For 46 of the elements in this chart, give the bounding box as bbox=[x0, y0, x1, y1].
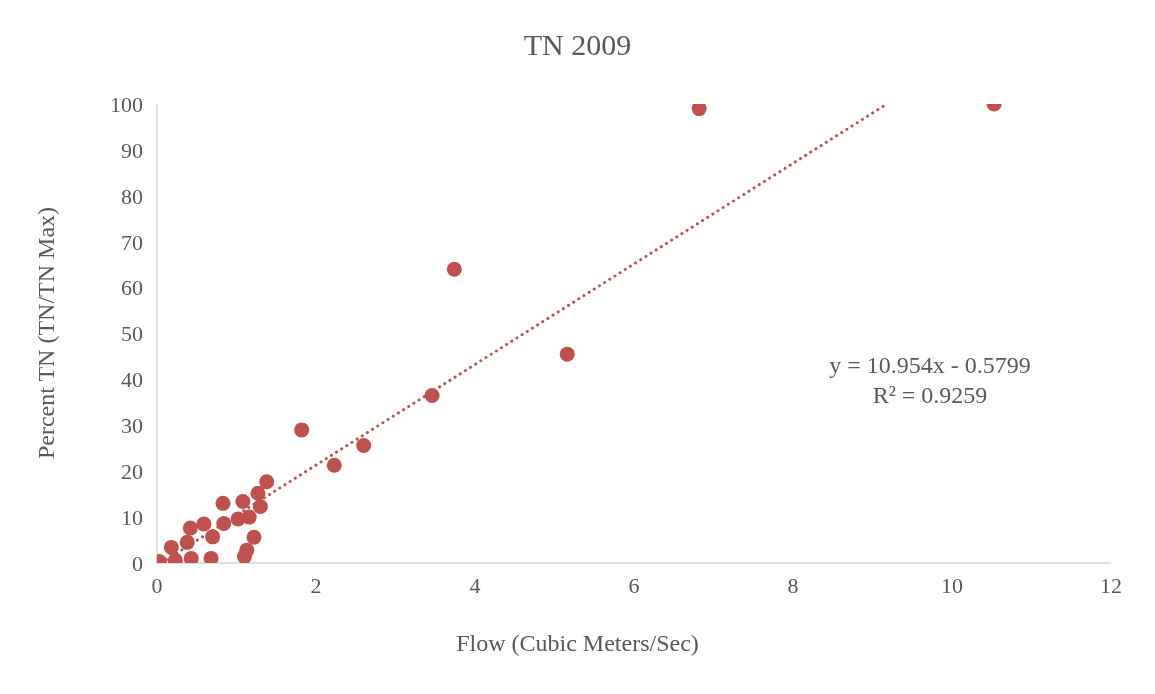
point bbox=[236, 549, 252, 563]
point bbox=[246, 529, 262, 545]
point bbox=[230, 511, 246, 527]
x-axis-title: Flow (Cubic Meters/Sec) bbox=[455, 630, 700, 657]
x-tick-label: 4 bbox=[469, 572, 481, 598]
x-tick-label: 10 bbox=[941, 572, 963, 598]
y-tick-label: 90 bbox=[121, 137, 143, 163]
point bbox=[179, 534, 195, 550]
y-tick-label: 50 bbox=[121, 321, 143, 347]
point bbox=[250, 485, 266, 501]
point bbox=[205, 529, 221, 545]
x-tick-label: 2 bbox=[310, 572, 322, 598]
y-tick-label: 0 bbox=[132, 550, 143, 576]
point bbox=[326, 457, 342, 473]
point bbox=[559, 346, 575, 362]
point bbox=[252, 499, 268, 515]
annotation: y = 10.954x - 0.5799 bbox=[828, 351, 1032, 380]
annotation: R² = 0.9259 bbox=[871, 381, 989, 410]
point bbox=[216, 516, 232, 532]
point bbox=[235, 493, 251, 509]
y-tick-label: 80 bbox=[121, 183, 143, 209]
point bbox=[196, 516, 212, 532]
x-tick-label: 12 bbox=[1100, 572, 1122, 598]
point bbox=[259, 474, 275, 490]
x-tick-label: 8 bbox=[787, 572, 799, 598]
y-tick-label: 100 bbox=[110, 91, 143, 117]
point bbox=[203, 550, 219, 563]
y-tick-label: 60 bbox=[121, 275, 143, 301]
chart-title: TN 2009 bbox=[522, 28, 633, 62]
point bbox=[163, 539, 179, 555]
point bbox=[424, 387, 440, 403]
point bbox=[215, 495, 231, 511]
point bbox=[356, 438, 372, 453]
y-tick-label: 40 bbox=[121, 367, 143, 393]
y-tick-label: 30 bbox=[121, 413, 143, 439]
point bbox=[294, 422, 310, 438]
x-tick-label: 0 bbox=[151, 572, 163, 598]
x-tick-label: 6 bbox=[628, 572, 640, 598]
y-tick-label: 70 bbox=[121, 229, 143, 255]
point bbox=[446, 261, 462, 277]
point bbox=[182, 520, 198, 536]
y-axis-title: Percent TN (TN/TN Max) bbox=[32, 206, 60, 460]
y-tick-label: 10 bbox=[121, 504, 143, 530]
point bbox=[691, 104, 707, 117]
point bbox=[183, 550, 199, 563]
y-tick-label: 20 bbox=[121, 459, 143, 485]
